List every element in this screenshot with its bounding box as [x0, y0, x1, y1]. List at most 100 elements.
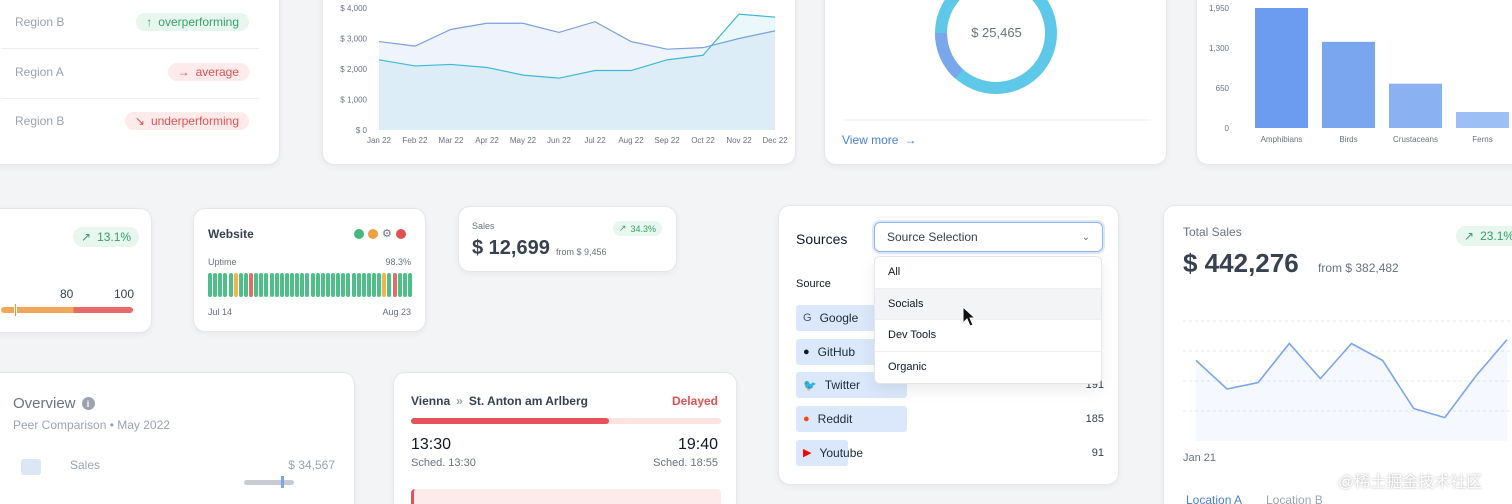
watermark: @稀土掘金技术社区 — [1338, 474, 1483, 491]
uptime-segment[interactable] — [315, 273, 320, 297]
uptime-segment[interactable] — [361, 273, 366, 297]
donut-segment-secondary — [934, 32, 964, 79]
uptime-segment[interactable] — [382, 273, 387, 297]
uptime-segment[interactable] — [366, 273, 371, 297]
uptime-segment[interactable] — [397, 273, 402, 297]
revenue-line-chart-card: $ 4,000 $ 3,000 $ 2,000 $ 1,000 $ 0 Jan 22 Feb… — [322, 0, 796, 165]
growth-badge: ↗ 13.1% — [73, 227, 140, 247]
uptime-segment[interactable] — [274, 273, 279, 297]
uptime-segment[interactable] — [269, 273, 274, 297]
uptime-segment[interactable] — [295, 273, 300, 297]
y-tick-label: 0 — [1225, 124, 1230, 133]
menu-item-all[interactable]: All — [875, 257, 1101, 289]
source-bar — [796, 439, 849, 466]
uptime-segment[interactable] — [264, 273, 269, 297]
uptime-segment[interactable] — [346, 273, 351, 297]
source-row[interactable]: ▶ Youtube 91 — [796, 439, 1104, 466]
y-tick-label: $ 1,000 — [340, 96, 367, 105]
uptime-segment[interactable] — [300, 273, 305, 297]
region-label: Region A — [15, 65, 64, 79]
region-label: Region B — [15, 114, 65, 128]
menu-item-socials[interactable]: Socials — [875, 288, 1101, 320]
mouse-pointer-icon — [962, 306, 977, 327]
uptime-segment[interactable] — [325, 273, 330, 297]
uptime-segment[interactable] — [284, 273, 289, 297]
source-selection-dropdown[interactable]: Source Selection ⌄ — [874, 222, 1103, 252]
x-tick-label: Jun 22 — [547, 136, 572, 145]
tab-location-b[interactable]: Location B — [1266, 493, 1323, 504]
uptime-segment[interactable] — [305, 273, 310, 297]
y-tick-label: 1,300 — [1209, 44, 1230, 53]
route-from: Vienna — [411, 394, 451, 408]
uptime-segment[interactable] — [407, 273, 412, 297]
uptime-label: Uptime — [208, 257, 237, 267]
uptime-segment[interactable] — [377, 273, 382, 297]
menu-item-organic[interactable]: Organic — [888, 361, 927, 374]
uptime-segment[interactable] — [336, 273, 341, 297]
arrow-up-icon: ↑ — [146, 15, 153, 29]
uptime-segment[interactable] — [279, 273, 284, 297]
y-tick-label: 1,950 — [1209, 4, 1230, 13]
uptime-segment[interactable] — [228, 273, 233, 297]
uptime-segment[interactable] — [341, 273, 346, 297]
uptime-segment[interactable] — [238, 273, 243, 297]
uptime-segment[interactable] — [351, 273, 356, 297]
uptime-segment[interactable] — [290, 273, 294, 297]
uptime-segment[interactable] — [218, 273, 223, 297]
arrival-scheduled: Sched. 18:55 — [653, 457, 718, 469]
x-tick-label: Ferns — [1472, 135, 1492, 144]
uptime-segment[interactable] — [356, 273, 361, 297]
range-marker[interactable] — [14, 303, 17, 317]
view-more-link[interactable]: View more → — [842, 133, 917, 147]
bar — [1456, 112, 1509, 128]
x-tick-label: Apr 22 — [475, 136, 499, 145]
divider — [1, 48, 259, 49]
uptime-segment[interactable] — [402, 273, 407, 297]
x-tick-label: Mar 22 — [439, 136, 464, 145]
website-uptime-card: Website ⚙ Uptime 98.3% Jul 14 Aug 23 — [193, 208, 426, 332]
source-label: ▶ Youtube — [796, 446, 863, 460]
uptime-segment[interactable] — [331, 273, 335, 297]
tab-location-a[interactable]: Location A — [1186, 493, 1243, 504]
uptime-segment[interactable] — [243, 273, 248, 297]
source-row[interactable]: 🐦 Twitter 191 — [796, 372, 1104, 399]
donut-center-value: $ 25,465 — [971, 25, 1022, 40]
x-tick-label: Nov 22 — [726, 136, 752, 145]
gear-icon[interactable]: ⚙ — [382, 228, 392, 240]
github-icon: ● — [803, 345, 810, 358]
source-row[interactable]: ● Reddit 185 — [796, 406, 1104, 433]
departure-scheduled: Sched. 13:30 — [411, 457, 476, 469]
uptime-segment[interactable] — [392, 273, 397, 297]
region-row: Region B ↑ overperforming — [15, 13, 249, 31]
uptime-segment[interactable] — [259, 273, 264, 297]
overview-card: Overview i Peer Comparison • May 2022 Sa… — [0, 372, 355, 504]
uptime-segment[interactable] — [208, 273, 212, 297]
menu-item-dev-tools[interactable]: Dev Tools — [875, 320, 1101, 352]
uptime-segment[interactable] — [387, 273, 392, 297]
uptime-segment[interactable] — [249, 273, 253, 297]
total-sales-card: Total Sales $ 442,276 from $ 382,482 ↗ 23… — [1163, 205, 1512, 504]
x-tick-label: Birds — [1339, 135, 1357, 144]
error-icon — [396, 229, 406, 239]
uptime-segment[interactable] — [310, 273, 315, 297]
bar-chart-card: 1,950 1,300 650 0 Amphibians Birds Crustaceans… — [1196, 0, 1512, 165]
comparison-marker[interactable] — [281, 476, 284, 488]
uptime-segment[interactable] — [254, 273, 259, 297]
source-label: 🐦 Twitter — [796, 378, 860, 392]
uptime-segment[interactable] — [320, 273, 325, 297]
uptime-segment[interactable] — [223, 273, 228, 297]
trip-progress-track — [411, 418, 721, 424]
uptime-segment[interactable] — [233, 273, 238, 297]
status-label: Delayed — [671, 394, 718, 408]
twitter-icon: 🐦 — [803, 379, 817, 392]
folder-icon — [21, 459, 41, 475]
source-list: G Google ● GitHub 🐦 Twitter 191 ● Reddit 185 ▶ Yout… — [779, 305, 1120, 475]
status-badge: ↑ overperforming — [136, 13, 249, 31]
uptime-segment[interactable] — [372, 273, 376, 297]
uptime-segment[interactable] — [213, 273, 218, 297]
warning-icon — [368, 229, 378, 239]
progress-card: ↗ 13.1% 80 100 — [0, 208, 152, 333]
x-tick-label: Sep 22 — [654, 136, 680, 145]
info-icon[interactable]: i — [81, 397, 95, 410]
